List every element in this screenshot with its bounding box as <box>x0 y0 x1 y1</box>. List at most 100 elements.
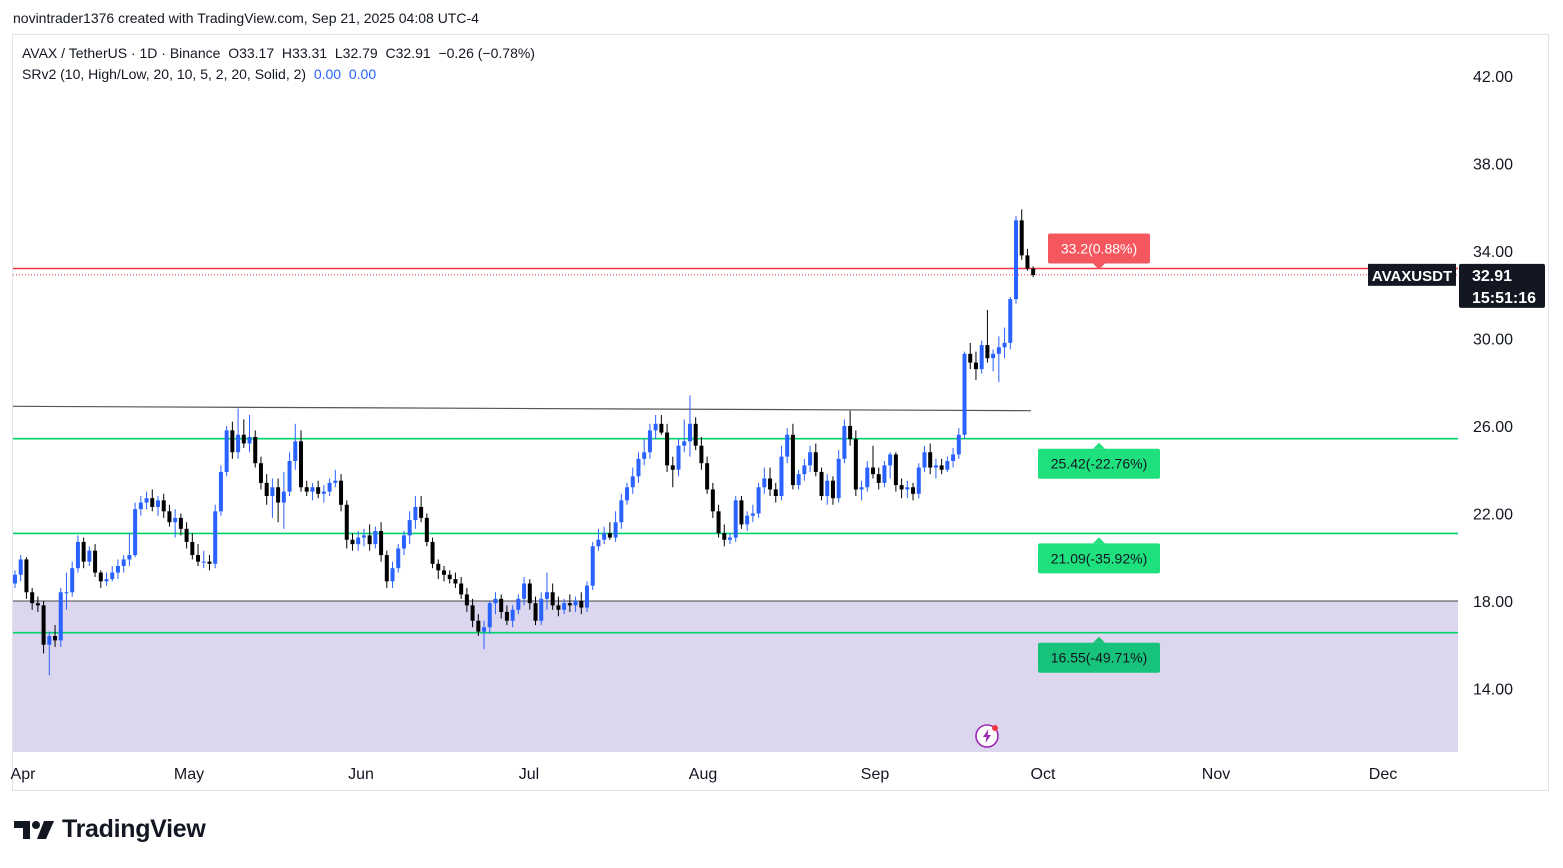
candle[interactable] <box>224 426 229 477</box>
candle[interactable] <box>447 570 452 584</box>
candle[interactable] <box>590 541 595 591</box>
candle[interactable] <box>830 476 835 505</box>
candle[interactable] <box>344 500 349 549</box>
candle[interactable] <box>573 596 578 612</box>
candle[interactable] <box>356 531 361 551</box>
candle[interactable] <box>373 526 378 549</box>
candle[interactable] <box>853 430 858 496</box>
candle[interactable] <box>390 561 395 588</box>
candle[interactable] <box>310 482 315 501</box>
candle[interactable] <box>442 566 446 582</box>
candle[interactable] <box>258 456 263 490</box>
candle[interactable] <box>121 555 126 573</box>
candle[interactable] <box>922 445 927 472</box>
candle[interactable] <box>367 524 372 551</box>
candle[interactable] <box>687 395 692 457</box>
candle[interactable] <box>470 598 475 628</box>
candle[interactable] <box>647 423 652 459</box>
candle[interactable] <box>636 452 641 483</box>
candle[interactable] <box>670 456 675 488</box>
candle[interactable] <box>968 342 973 370</box>
candle[interactable] <box>813 443 818 477</box>
candle[interactable] <box>53 625 58 647</box>
candle[interactable] <box>762 467 767 494</box>
candle[interactable] <box>951 447 956 468</box>
candle[interactable] <box>299 430 303 492</box>
candle[interactable] <box>419 496 424 523</box>
candle[interactable] <box>241 419 246 448</box>
candle[interactable] <box>562 598 567 615</box>
candle[interactable] <box>585 581 589 612</box>
candle[interactable] <box>276 478 281 523</box>
candle[interactable] <box>230 421 235 459</box>
candle[interactable] <box>401 531 406 556</box>
candle[interactable] <box>464 587 469 612</box>
candle[interactable] <box>527 579 532 610</box>
candle[interactable] <box>150 489 155 512</box>
candle[interactable] <box>41 601 46 654</box>
candle[interactable] <box>533 596 538 626</box>
candle[interactable] <box>905 480 910 499</box>
candle[interactable] <box>493 592 498 615</box>
candle[interactable] <box>1002 327 1007 359</box>
candle[interactable] <box>1019 209 1024 260</box>
candle[interactable] <box>253 430 258 468</box>
candle[interactable] <box>1025 248 1030 271</box>
candle[interactable] <box>579 592 584 615</box>
candle[interactable] <box>956 428 961 459</box>
candle[interactable] <box>756 482 761 518</box>
candle[interactable] <box>625 482 630 505</box>
candle[interactable] <box>396 544 401 573</box>
candle[interactable] <box>361 528 366 547</box>
candle[interactable] <box>888 452 893 479</box>
candle[interactable] <box>539 592 544 626</box>
candle[interactable] <box>911 482 916 501</box>
candle[interactable] <box>459 576 464 599</box>
candle[interactable] <box>75 535 80 573</box>
candle[interactable] <box>144 491 149 510</box>
candle[interactable] <box>556 596 561 617</box>
candle[interactable] <box>705 456 710 494</box>
candle[interactable] <box>962 351 967 440</box>
tradingview-brand[interactable]: TradingView <box>14 815 206 844</box>
candle[interactable] <box>728 533 732 545</box>
candle[interactable] <box>693 417 698 451</box>
candle[interactable] <box>133 502 138 558</box>
candle[interactable] <box>110 566 115 582</box>
candle[interactable] <box>81 537 86 569</box>
candle[interactable] <box>379 522 384 562</box>
candle[interactable] <box>1008 296 1013 350</box>
candle[interactable] <box>1014 216 1018 304</box>
candle[interactable] <box>264 474 269 505</box>
candle[interactable] <box>773 482 778 503</box>
candle[interactable] <box>167 504 172 527</box>
candle[interactable] <box>619 493 624 529</box>
candle[interactable] <box>682 419 687 453</box>
candle[interactable] <box>985 310 990 363</box>
indicator-legend[interactable]: SRv2 (10, High/Low, 20, 10, 5, 2, 20, So… <box>22 66 376 82</box>
candle[interactable] <box>653 415 658 440</box>
candle[interactable] <box>882 461 887 488</box>
candle[interactable] <box>424 513 429 547</box>
candle[interactable] <box>607 522 612 540</box>
candle[interactable] <box>750 504 755 523</box>
candle[interactable] <box>676 439 681 477</box>
candle[interactable] <box>201 550 206 569</box>
candle[interactable] <box>30 587 35 610</box>
candle[interactable] <box>876 467 881 490</box>
candle[interactable] <box>522 576 527 606</box>
candle[interactable] <box>13 570 17 588</box>
candle[interactable] <box>213 504 218 569</box>
candle[interactable] <box>665 423 670 472</box>
candle[interactable] <box>287 452 292 496</box>
candle[interactable] <box>510 605 515 628</box>
candle[interactable] <box>991 349 996 372</box>
candle[interactable] <box>316 480 321 499</box>
candle[interactable] <box>178 513 183 536</box>
candle[interactable] <box>70 561 75 597</box>
candle[interactable] <box>602 526 607 545</box>
candle[interactable] <box>842 419 847 464</box>
candle[interactable] <box>98 570 103 588</box>
candle[interactable] <box>819 467 824 501</box>
candle[interactable] <box>722 524 727 547</box>
